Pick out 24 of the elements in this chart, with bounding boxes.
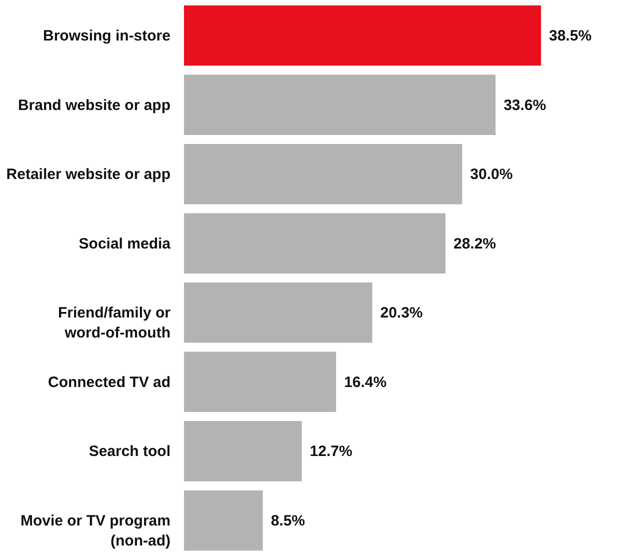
data-label: 12.7%	[310, 443, 352, 460]
y-tick-label: Search tool	[88, 443, 170, 460]
bar	[184, 74, 496, 135]
data-label: 33.6%	[504, 96, 546, 114]
y-tick-label: Brand website or app	[18, 96, 170, 114]
data-label: 20.3%	[380, 304, 423, 322]
bar	[184, 421, 302, 482]
bar	[184, 144, 462, 204]
y-tick-label: Social media	[78, 235, 172, 252]
data-label: 30.0%	[470, 166, 513, 184]
bar	[184, 352, 336, 412]
data-label: 38.5%	[549, 28, 592, 45]
data-label: 28.2%	[453, 235, 496, 252]
y-tick-label: Connected TV ad	[48, 374, 170, 391]
y-tick-label: Retailer website or app	[6, 166, 170, 184]
y-tick-label: Browsing in-store	[42, 28, 170, 45]
y-tick-label: Movie or TV program (non-ad)	[20, 512, 170, 550]
bar	[184, 213, 446, 274]
data-label: 8.5%	[270, 512, 306, 530]
bar	[184, 490, 263, 551]
y-tick-label: Friend/family or word-of-mouth	[58, 304, 171, 342]
bar	[184, 282, 372, 343]
bar	[184, 5, 541, 66]
data-label: 16.4%	[344, 374, 387, 391]
